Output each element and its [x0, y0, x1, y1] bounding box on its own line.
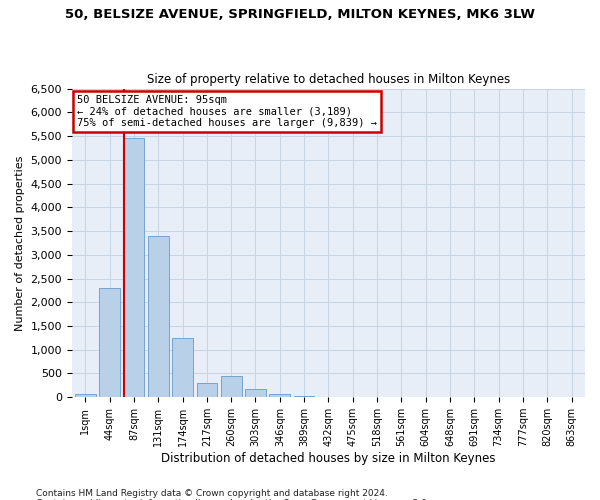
- Bar: [221, 376, 242, 397]
- Bar: [294, 396, 314, 397]
- Title: Size of property relative to detached houses in Milton Keynes: Size of property relative to detached ho…: [147, 73, 510, 86]
- Text: 50 BELSIZE AVENUE: 95sqm
← 24% of detached houses are smaller (3,189)
75% of sem: 50 BELSIZE AVENUE: 95sqm ← 24% of detach…: [77, 94, 377, 128]
- X-axis label: Distribution of detached houses by size in Milton Keynes: Distribution of detached houses by size …: [161, 452, 496, 465]
- Text: Contains public sector information licensed under the Open Government Licence v3: Contains public sector information licen…: [36, 498, 430, 500]
- Bar: [197, 383, 217, 397]
- Text: Contains HM Land Registry data © Crown copyright and database right 2024.: Contains HM Land Registry data © Crown c…: [36, 488, 388, 498]
- Bar: [269, 394, 290, 397]
- Text: 50, BELSIZE AVENUE, SPRINGFIELD, MILTON KEYNES, MK6 3LW: 50, BELSIZE AVENUE, SPRINGFIELD, MILTON …: [65, 8, 535, 20]
- Bar: [172, 338, 193, 397]
- Bar: [148, 236, 169, 397]
- Bar: [75, 394, 95, 397]
- Bar: [99, 288, 120, 397]
- Bar: [245, 389, 266, 397]
- Y-axis label: Number of detached properties: Number of detached properties: [15, 155, 25, 330]
- Bar: [124, 138, 144, 397]
